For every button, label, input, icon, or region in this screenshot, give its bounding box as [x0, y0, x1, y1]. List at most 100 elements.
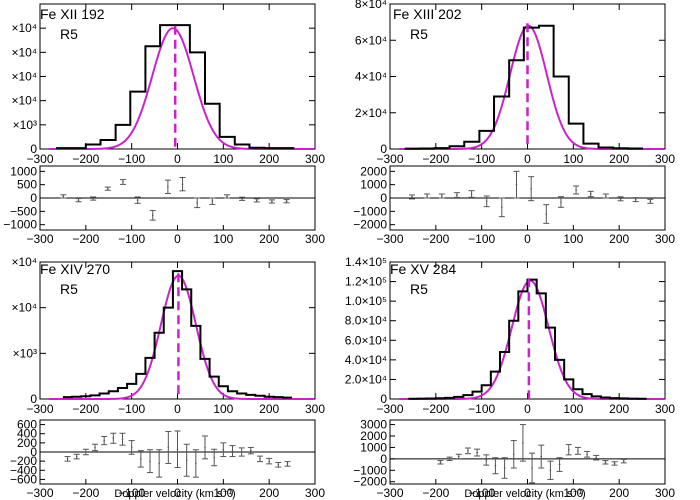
x-tick-label: −100 [118, 402, 145, 416]
y-tick-label: 8×10⁴ [355, 0, 387, 11]
residual-point [549, 469, 552, 472]
fit-curve [49, 27, 315, 150]
residual-point [151, 214, 154, 217]
x-tick-label: 200 [259, 152, 279, 166]
residual-point [94, 446, 96, 449]
panel-3-title: Fe XIV 270 [40, 261, 110, 277]
residual-point [77, 199, 80, 201]
residual-point [85, 451, 87, 453]
y-tick-label: ×10³ [13, 118, 37, 132]
x-tick-label: 0 [524, 152, 531, 166]
residual-point [122, 181, 124, 183]
panel-4-title: Fe XV 284 [390, 261, 456, 277]
x-tick-label: 0 [174, 152, 181, 166]
residual-point [107, 187, 109, 190]
residual-point [204, 446, 206, 449]
residual-point [268, 460, 270, 462]
residual-point [167, 186, 169, 188]
fit-curve [399, 24, 665, 150]
fit-curve [399, 279, 665, 400]
residual-point [222, 448, 225, 451]
residual-point [586, 453, 588, 456]
x-tick-label: −200 [422, 152, 449, 166]
histogram [404, 24, 643, 150]
residual-point [92, 197, 94, 200]
residual-point [241, 198, 243, 200]
residual-point [195, 462, 197, 465]
residual-point [181, 183, 184, 185]
residual-y-tick-label: −2000 [353, 218, 387, 232]
residual-y-tick-label: 2000 [360, 429, 387, 443]
x-tick-label: −100 [468, 152, 495, 166]
residual-point [130, 446, 133, 449]
residual-x-tick-label: −200 [422, 486, 449, 500]
x-axis-label-left: Doppler velocity (km s⁻¹) [114, 488, 235, 500]
residual-point [512, 453, 515, 456]
residual-point [604, 461, 607, 464]
fit-curve [49, 274, 315, 400]
residual-x-tick-label: 100 [563, 232, 583, 246]
residual-point [250, 449, 252, 452]
x-tick-label: 300 [655, 402, 675, 416]
residual-y-tick-label: 1000 [360, 178, 387, 192]
x-tick-label: −100 [468, 402, 495, 416]
x-tick-label: −100 [118, 152, 145, 166]
residual-y-tick-label: −1000 [353, 204, 387, 218]
residual-point [112, 437, 115, 440]
residual-point [231, 450, 234, 452]
histogram [408, 278, 647, 400]
residual-point [470, 193, 473, 195]
residual-x-tick-label: 0 [174, 486, 181, 500]
residual-y-tick-label: 0 [380, 191, 387, 205]
residual-x-tick-label: −200 [422, 232, 449, 246]
residual-point [457, 455, 460, 458]
residual-x-tick-label: −200 [72, 486, 99, 500]
residual-y-tick-label: −500 [10, 204, 37, 218]
residual-point [567, 448, 570, 451]
x-tick-label: 200 [609, 152, 629, 166]
residual-point [558, 463, 561, 466]
residual-point [176, 448, 179, 451]
x-tick-label: 300 [305, 152, 325, 166]
residual-x-tick-label: −100 [118, 486, 145, 500]
histogram [62, 270, 293, 399]
residual-point [531, 467, 533, 469]
residual-point [411, 196, 413, 198]
residual-point [522, 442, 524, 444]
residual-x-tick-label: 200 [609, 486, 629, 500]
y-tick-label: 1.0×10⁵ [345, 294, 387, 308]
residual-point [66, 458, 69, 460]
x-tick-label: 100 [213, 402, 233, 416]
residual-x-tick-label: −300 [26, 486, 53, 500]
panel-fe-xiii-202: −300 −200 −100 0 100 200 30002×10⁴4×10⁴6×10⁴8×… [353, 0, 675, 246]
residual-point [286, 463, 289, 465]
residual-x-tick-label: 0 [524, 232, 531, 246]
residual-point [196, 202, 199, 204]
panel-1-subtitle: R5 [60, 26, 78, 42]
main-plot-1: −300 −200 −100 0 100 200 300 0 ×10³ ×10⁴ ×10⁴ ×10⁴ ×… [11, 3, 325, 166]
residual-x-tick-label: 200 [609, 232, 629, 246]
residual-point [255, 199, 258, 202]
residual-point [167, 446, 170, 449]
residual-point [501, 206, 503, 209]
y-tick-label: 1.4×10⁵ [345, 255, 387, 269]
residual-point [440, 195, 443, 197]
y-tick-label: 6×10⁴ [355, 33, 387, 47]
residual-x-tick-label: −200 [72, 232, 99, 246]
residual-point [634, 198, 637, 201]
residual-point [426, 195, 428, 197]
residual-point [622, 460, 625, 462]
x-tick-label: 300 [655, 152, 675, 166]
residual-y-tick-label: 1000 [360, 440, 387, 454]
residual-point [213, 456, 215, 459]
residual-y-tick-label: 0 [380, 452, 387, 466]
y-tick-label: ×10⁴ [11, 21, 37, 35]
residual-point [515, 183, 518, 186]
panel-fe-xv-284: −300 −200 −100 0 100 200 30002.0×10⁴4.0×10⁴6.0… [345, 255, 676, 500]
residual-point [211, 200, 214, 202]
residual-point [240, 451, 243, 453]
residual-point [456, 194, 458, 196]
y-tick-label: 0 [30, 142, 37, 156]
y-tick-label: 6.0×10⁴ [345, 333, 387, 347]
